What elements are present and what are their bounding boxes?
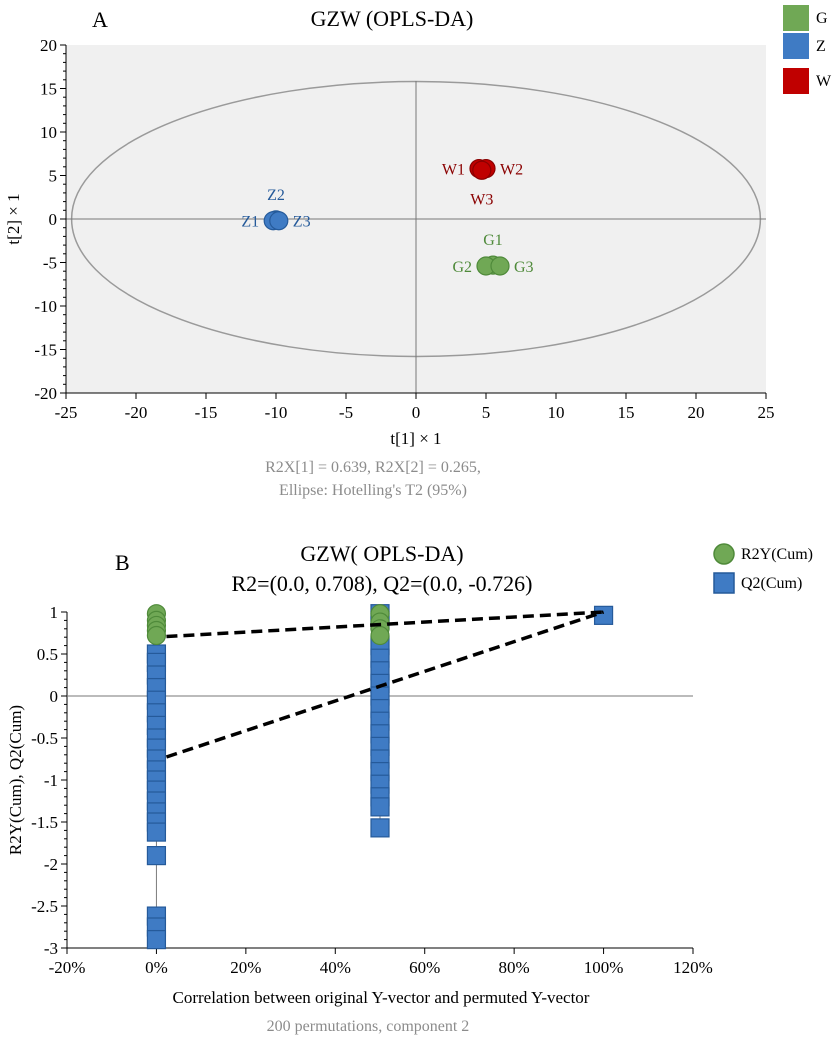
- legend-label-w: W: [816, 73, 832, 90]
- x-tick-label: 0: [412, 403, 421, 422]
- x-tick-label: 20: [688, 403, 705, 422]
- panel-b-letter: B: [115, 550, 130, 575]
- y-tick-label: -3: [44, 939, 58, 958]
- y-tick-label: 20: [40, 36, 57, 55]
- panel-b-legend: R2Y(Cum) Q2(Cum): [713, 543, 813, 594]
- x-tick-label: 10: [548, 403, 565, 422]
- y-tick-label: 0: [49, 210, 58, 229]
- legend-swatch-w: [783, 68, 809, 94]
- panel-b-subtitle: R2=(0.0, 0.708), Q2=(0.0, -0.726): [231, 571, 532, 596]
- x-tick-label: -5: [339, 403, 353, 422]
- panel-b-x-label: Correlation between original Y-vector an…: [173, 988, 590, 1007]
- point-label-z2: Z2: [267, 187, 285, 204]
- panel-a-legend: G Z W: [783, 5, 832, 94]
- point-label-g3: G3: [514, 259, 534, 276]
- score-point-g3: [490, 256, 510, 276]
- legend-label-q2: Q2(Cum): [741, 575, 802, 592]
- regression-line-r2: [166, 610, 604, 639]
- legend-swatch-g: [783, 5, 809, 31]
- x-tick-label: 0%: [145, 958, 168, 977]
- panel-b-y-label: R2Y(Cum), Q2(Cum): [6, 705, 25, 855]
- panel-a-title: GZW (OPLS-DA): [311, 6, 474, 31]
- x-tick-label: 60%: [409, 958, 440, 977]
- panel-b-footnote: 200 permutations, component 2: [267, 1018, 470, 1035]
- panel-a: A GZW (OPLS-DA) -25 -20 -15 -10 -5 0 5 10 15 20 25…: [4, 5, 832, 499]
- x-tick-label: -10: [265, 403, 288, 422]
- y-tick-label: -2: [44, 855, 58, 874]
- panel-b: B GZW( OPLS-DA) R2=(0.0, 0.708), Q2=(0.0…: [6, 541, 813, 1035]
- legend-label-g: G: [816, 10, 828, 27]
- point-label-w3: W3: [470, 191, 493, 208]
- r2y-point: [370, 625, 390, 646]
- regression-line-q2: [165, 610, 605, 759]
- x-tick-label: 40%: [320, 958, 351, 977]
- x-tick-label: 80%: [499, 958, 530, 977]
- y-tick-label: -10: [34, 297, 57, 316]
- panel-a-ticks: -25 -20 -15 -10 -5 0 5 10 15 20 2520151050-5-10-15…: [34, 36, 774, 422]
- point-label-g2: G2: [452, 259, 472, 276]
- panel-a-y-label: t[2] × 1: [4, 193, 23, 244]
- q2-point: [593, 605, 614, 625]
- y-tick-label: -15: [34, 341, 57, 360]
- x-tick-label: -20: [125, 403, 148, 422]
- x-tick-label: 25: [758, 403, 775, 422]
- r2y-point: [146, 625, 167, 646]
- x-tick-label: 120%: [673, 958, 713, 977]
- panel-b-ticks: -20% 0% 20% 40% 60% 80% 100% 120% 1 0.5 0 -0.5 -1 -1.…: [31, 603, 713, 977]
- point-label-w2: W2: [500, 162, 523, 179]
- y-tick-label: 1: [50, 603, 59, 622]
- panel-b-points: [146, 604, 614, 950]
- point-label-w1: W1: [442, 162, 465, 179]
- y-tick-label: 0.5: [37, 645, 58, 664]
- score-point-z3: [269, 211, 289, 231]
- panel-a-x-label: t[1] × 1: [390, 429, 441, 448]
- q2-point: [370, 797, 390, 817]
- legend-label-r2y: R2Y(Cum): [741, 546, 813, 563]
- q2-point: [146, 822, 167, 842]
- x-tick-label: 20%: [230, 958, 261, 977]
- y-tick-label: -5: [43, 254, 57, 273]
- x-tick-label: 5: [482, 403, 491, 422]
- y-tick-label: 10: [40, 123, 57, 142]
- point-label-z1: Z1: [241, 214, 259, 231]
- panel-a-footnote-line-2: Ellipse: Hotelling's T2 (95%): [279, 482, 467, 499]
- x-tick-label: 15: [618, 403, 635, 422]
- panel-b-title: GZW( OPLS-DA): [300, 541, 463, 566]
- y-tick-label: 0: [50, 687, 59, 706]
- q2-point: [146, 929, 167, 950]
- legend-marker-r2y: [713, 543, 735, 565]
- y-tick-label: -20: [34, 384, 57, 403]
- legend-swatch-z: [783, 33, 809, 59]
- y-tick-label: -1: [44, 771, 58, 790]
- x-tick-label: -15: [195, 403, 218, 422]
- y-tick-label: 5: [49, 167, 58, 186]
- x-tick-label: -20%: [49, 958, 86, 977]
- panel-b-regression-lines: [165, 610, 605, 759]
- q2-point: [146, 845, 167, 866]
- panel-b-stems: [155, 613, 381, 940]
- x-tick-label: -25: [55, 403, 78, 422]
- q2-point: [370, 818, 390, 838]
- y-tick-label: -1.5: [31, 813, 58, 832]
- y-tick-label: -2.5: [31, 897, 58, 916]
- score-point-w3: [472, 160, 492, 180]
- panel-a-letter: A: [92, 7, 108, 32]
- panel-a-footnote-line-1: R2X[1] = 0.639, R2X[2] = 0.265,: [265, 459, 481, 476]
- legend-marker-q2: [713, 572, 735, 594]
- point-label-z3: Z3: [293, 214, 311, 231]
- point-label-g1: G1: [483, 232, 503, 249]
- y-tick-label: 15: [40, 80, 57, 99]
- panel-a-points: G1 G2 G3 Z2 Z1 Z3 W1 W2 W3: [241, 158, 534, 276]
- legend-label-z: Z: [816, 38, 826, 55]
- x-tick-label: 100%: [584, 958, 624, 977]
- y-tick-label: -0.5: [31, 729, 58, 748]
